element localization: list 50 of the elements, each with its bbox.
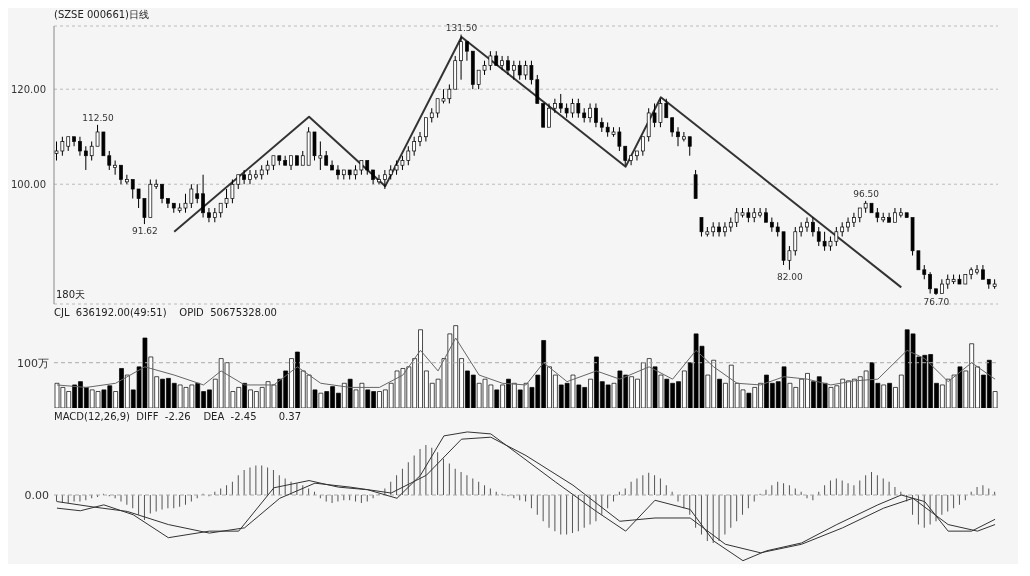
candlestick [125, 174, 129, 185]
candlestick [254, 169, 258, 180]
chart-title: (SZSE 000661)日线 [53, 8, 151, 22]
line-series [173, 35, 903, 289]
candlestick [383, 169, 387, 190]
candlestick [242, 169, 246, 185]
candlestick [154, 178, 159, 190]
annotation: 82.00 [776, 272, 804, 283]
candlestick [811, 217, 815, 238]
annotation: 180天 [56, 288, 86, 302]
annotation: 131.50 [445, 22, 478, 33]
candlestick [805, 217, 809, 233]
candlestick [758, 207, 762, 219]
candlestick [594, 102, 598, 128]
candlestick [78, 136, 82, 157]
candlestick [506, 55, 510, 76]
y-tick-label: 120.00 [11, 83, 46, 95]
ref-line-label: 100万 [17, 356, 49, 370]
candlestick [336, 164, 340, 180]
annotation: 76.70 [923, 297, 950, 308]
chart-title: CJL 636192.00(49:51) OPID 50675328.00 [53, 306, 278, 320]
annotation: 91.62 [132, 226, 158, 237]
candlestick [898, 207, 903, 219]
annotation: 96.50 [853, 188, 880, 199]
candlestick [928, 271, 932, 295]
candlestick [248, 169, 252, 185]
candlestick [459, 34, 463, 81]
candlestick [846, 217, 850, 233]
candlestick [852, 212, 856, 228]
chart-title: MACD(12,26,9) DIFF -2.26 DEA -2.45 0.37 [53, 410, 302, 424]
candlestick [207, 207, 211, 223]
candlestick [799, 221, 803, 238]
candlestick [975, 264, 979, 276]
candlestick [676, 126, 680, 147]
candlestick [723, 221, 727, 238]
ref-line-label: 0.00 [24, 488, 49, 502]
candlestick [840, 221, 845, 238]
candlestick [553, 98, 557, 114]
candlestick [83, 145, 88, 171]
y-tick-label: 100.00 [11, 178, 46, 190]
candlestick [711, 221, 716, 238]
candlestick [418, 131, 422, 147]
candlestick [717, 221, 721, 238]
candlestick [113, 159, 117, 176]
candlestick [500, 55, 504, 71]
candlestick [588, 102, 592, 123]
candlestick [201, 174, 205, 219]
candlestick [377, 174, 381, 185]
annotation: 112.50 [82, 112, 114, 123]
candlestick [682, 131, 686, 142]
